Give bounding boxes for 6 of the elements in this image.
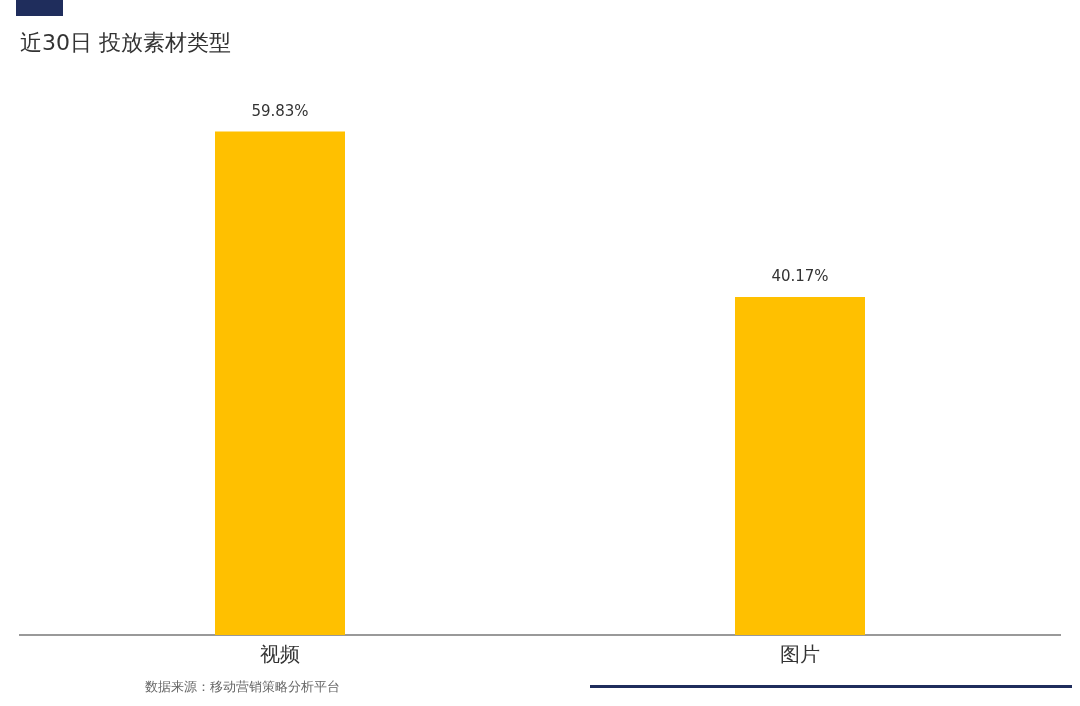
x-tick-label: 视频: [260, 642, 300, 665]
chart-title: 近30日 投放素材类型: [20, 29, 231, 57]
source-note: 数据来源：移动营销策略分析平台: [145, 678, 340, 696]
data-label: 59.83%: [251, 101, 309, 120]
x-tick-label: 图片: [780, 642, 820, 665]
data-label: 40.17%: [771, 267, 829, 286]
